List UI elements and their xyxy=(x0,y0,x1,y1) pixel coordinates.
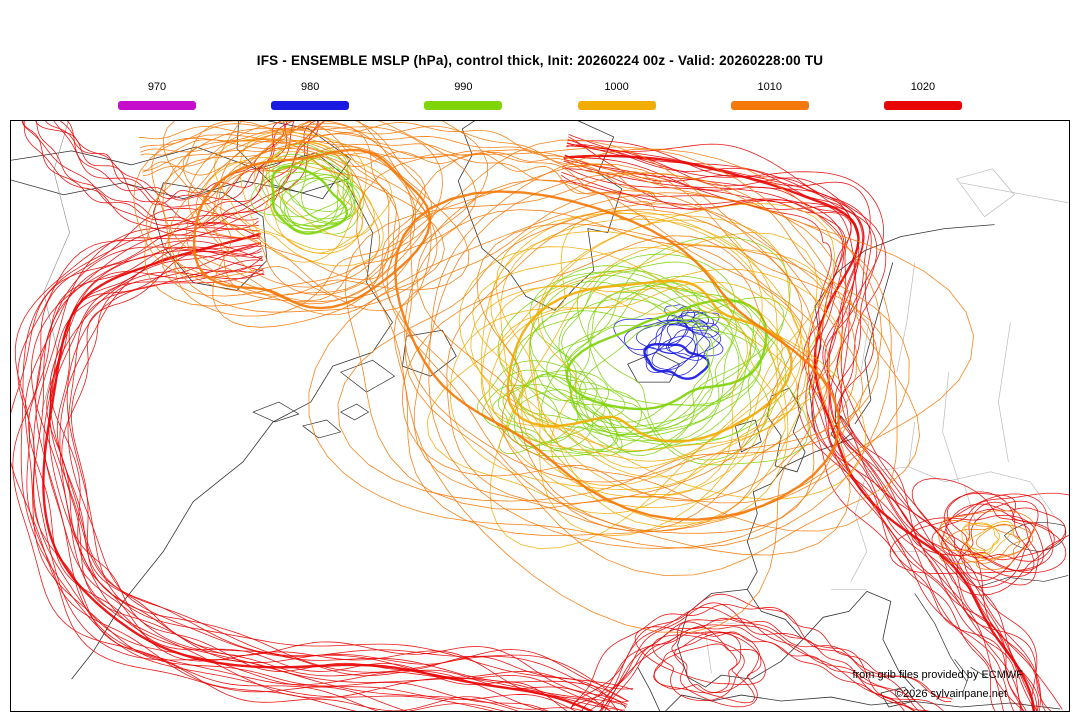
credit-text: from grib files provided by ECMWF xyxy=(852,669,1023,681)
legend-item: 1020 xyxy=(883,81,962,110)
legend-swatch xyxy=(883,101,962,110)
legend-label: 1000 xyxy=(604,81,629,93)
map-frame: from grib files provided by ECMWF ©2026 … xyxy=(10,120,1070,712)
legend-label: 1010 xyxy=(757,81,782,93)
legend-item: 980 xyxy=(271,81,350,110)
legend-item: 1000 xyxy=(577,81,656,110)
legend-label: 1020 xyxy=(910,81,936,93)
legend-swatch xyxy=(577,101,656,110)
legend-label: 970 xyxy=(147,81,167,93)
legend-label: 990 xyxy=(454,81,473,93)
map-svg xyxy=(11,121,1069,711)
chart-title: IFS - ENSEMBLE MSLP (hPa), control thick… xyxy=(256,53,824,68)
copyright-text: ©2026 sylvainpane.net xyxy=(894,688,1007,700)
legend-swatch xyxy=(730,101,809,110)
legend-label: 980 xyxy=(301,81,320,93)
contour-bands xyxy=(11,121,1063,711)
legend-swatch xyxy=(118,101,196,110)
legend-item: 1010 xyxy=(730,81,809,110)
legend-swatch xyxy=(271,101,350,110)
contour-systems xyxy=(133,121,1069,708)
legend-item: 990 xyxy=(424,81,503,110)
legend-swatch xyxy=(424,101,503,110)
legend-item: 970 xyxy=(118,81,196,110)
pressure-legend: 970 980 990 1000 1010 1020 xyxy=(118,81,962,110)
